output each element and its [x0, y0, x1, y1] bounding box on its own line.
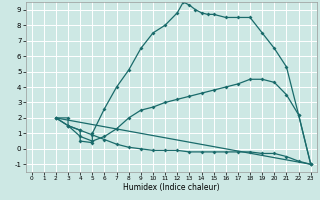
X-axis label: Humidex (Indice chaleur): Humidex (Indice chaleur): [123, 183, 220, 192]
